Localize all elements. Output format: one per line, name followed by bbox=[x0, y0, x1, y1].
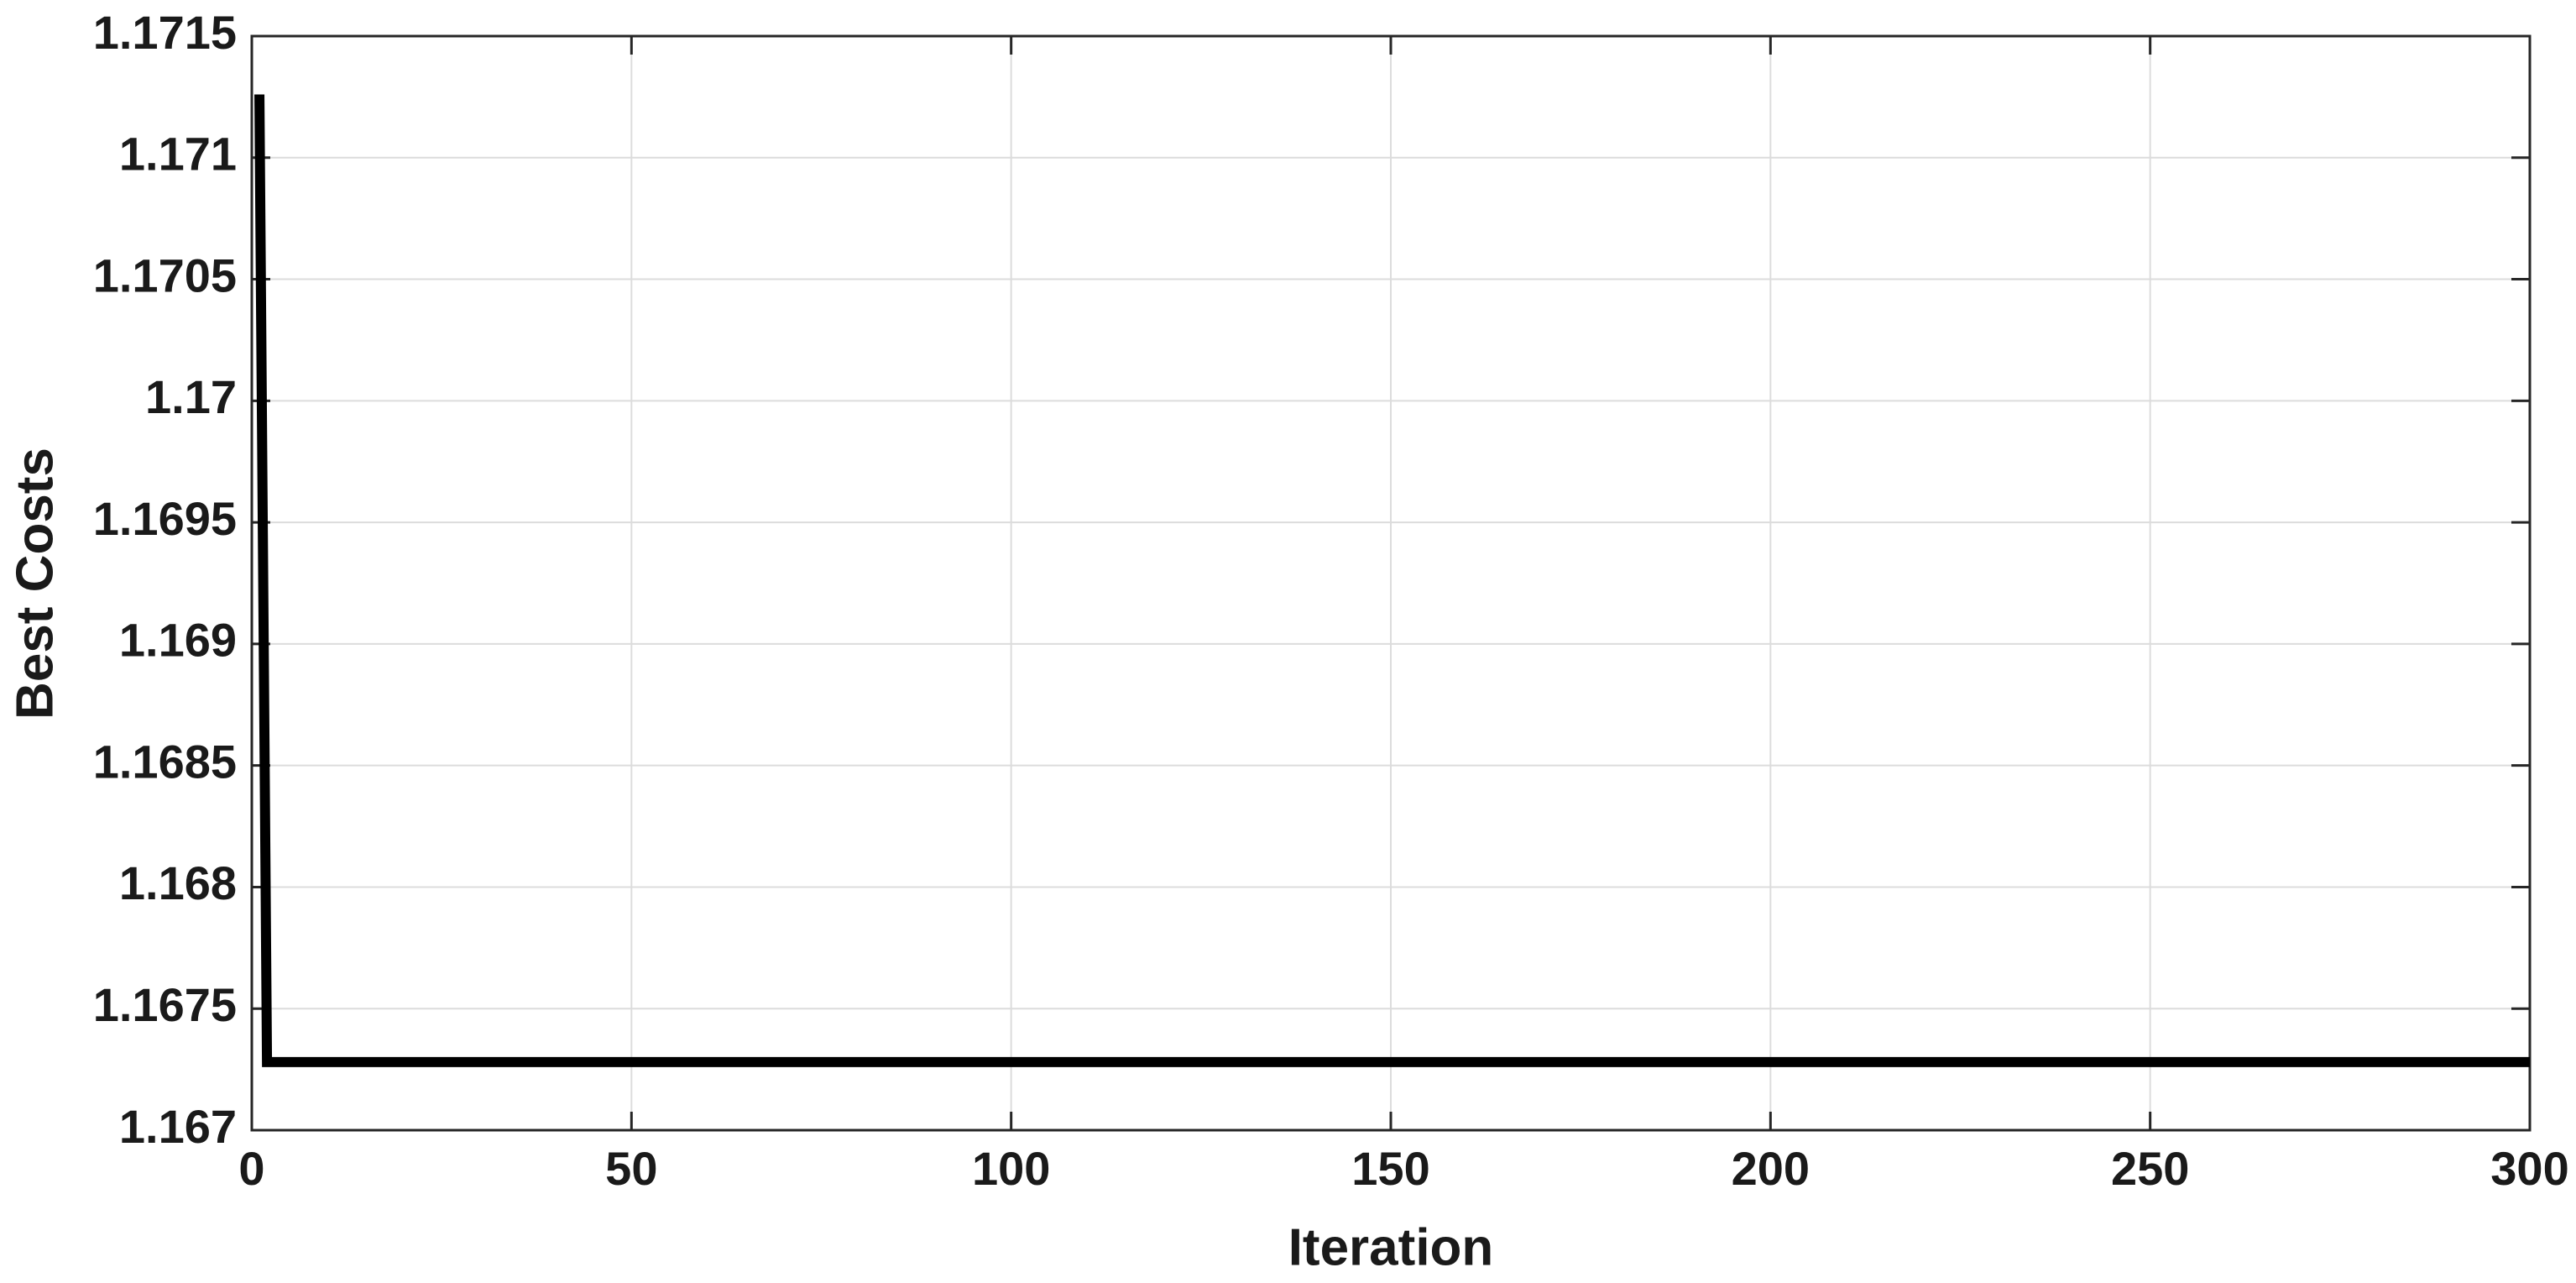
x-tick-label: 300 bbox=[2490, 1142, 2568, 1195]
y-tick-label: 1.17 bbox=[145, 370, 237, 423]
x-tick-label: 0 bbox=[238, 1142, 264, 1195]
x-tick-label: 250 bbox=[2111, 1142, 2189, 1195]
y-tick-label: 1.1705 bbox=[93, 249, 237, 301]
y-tick-label: 1.1715 bbox=[93, 6, 237, 59]
y-tick-label: 1.169 bbox=[119, 614, 237, 667]
y-tick-label: 1.171 bbox=[119, 128, 237, 181]
y-tick-label: 1.168 bbox=[119, 856, 237, 909]
x-tick-label: 100 bbox=[972, 1142, 1050, 1195]
y-tick-label: 1.1695 bbox=[93, 492, 237, 545]
x-axis-label: Iteration bbox=[1288, 1218, 1494, 1276]
y-axis-label: Best Costs bbox=[6, 448, 64, 720]
y-tick-label: 1.1675 bbox=[93, 978, 237, 1031]
y-tick-label: 1.167 bbox=[119, 1100, 237, 1153]
x-tick-label: 150 bbox=[1351, 1142, 1429, 1195]
axes-box bbox=[250, 34, 2532, 1132]
x-tick-label: 200 bbox=[1732, 1142, 1810, 1195]
x-tick-label: 50 bbox=[605, 1142, 657, 1195]
series-line bbox=[254, 94, 2530, 1067]
y-tick-label: 1.1685 bbox=[93, 735, 237, 788]
